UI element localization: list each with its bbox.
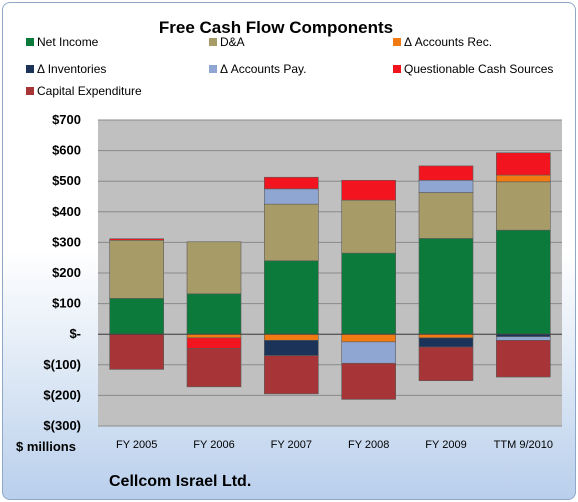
legend-swatch-accounts-pay [209, 65, 217, 73]
bar-d-a-fy-2005 [109, 239, 164, 299]
bar-net-income-fy-2008 [341, 252, 396, 335]
legend-label-capital-expenditure: Capital Expenditure [37, 84, 142, 98]
x-tick-label: FY 2007 [271, 439, 312, 451]
legend: Net Income D&A Δ Accounts Rec. Δ Inventorie… [26, 35, 553, 98]
chart-title: Free Cash Flow Components [159, 18, 393, 37]
legend-label-d-a: D&A [220, 35, 245, 49]
y-tick-label: $500 [52, 173, 81, 188]
bar-questionable-cash-sources-fy-2008 [341, 179, 396, 201]
x-tick-label: FY 2008 [348, 439, 389, 451]
bar-questionable-cash-sources-fy-2005 [109, 238, 164, 241]
bars [109, 152, 551, 400]
y-tick-label: $(100) [43, 357, 81, 372]
legend-swatch-accounts-rec [393, 38, 401, 46]
y-tick-label: $400 [52, 204, 81, 219]
legend-swatch-capital-expenditure [26, 87, 34, 95]
bar-capital-expenditure-fy-2007 [264, 355, 319, 395]
bar-accounts-rec-fy-2008 [341, 333, 396, 343]
bar-capital-expenditure-fy-2008 [341, 362, 396, 400]
y-tick-label: $200 [52, 265, 81, 280]
x-tick-label: FY 2006 [193, 439, 234, 451]
company-name: Cellcom Israel Ltd. [109, 473, 251, 490]
x-tick-label: TTM 9/2010 [494, 439, 553, 451]
y-tick-label: $300 [52, 234, 81, 249]
x-tick-label: FY 2009 [425, 439, 466, 451]
bar-d-a-ttm-9-2010 [496, 181, 551, 231]
bar-accounts-pay-fy-2009 [418, 179, 474, 193]
chart: Free Cash Flow Components Net Income D&A Δ… [16, 18, 562, 490]
bar-capital-expenditure-fy-2005 [109, 333, 164, 370]
legend-label-accounts-pay: Δ Accounts Pay. [220, 62, 307, 76]
bar-accounts-rec-fy-2007 [264, 333, 319, 341]
bar-accounts-rec-fy-2009 [418, 333, 474, 339]
legend-swatch-d-a [209, 38, 217, 46]
y-tick-label: $100 [52, 296, 81, 311]
bar-questionable-cash-sources-fy-2006 [186, 337, 242, 349]
legend-label-inventories: Δ Inventories [37, 62, 106, 76]
bar-accounts-rec-fy-2006 [186, 333, 242, 339]
bar-accounts-pay-fy-2008 [341, 341, 396, 364]
bar-capital-expenditure-ttm-9-2010 [496, 340, 551, 378]
bar-accounts-rec-ttm-9-2010 [496, 174, 551, 183]
bar-net-income-fy-2006 [186, 293, 242, 335]
bar-capital-expenditure-fy-2009 [418, 346, 474, 382]
legend-label-net-income: Net Income [37, 35, 99, 49]
bar-accounts-pay-fy-2007 [264, 188, 319, 205]
legend-swatch-net-income [26, 38, 34, 46]
bar-d-a-fy-2008 [341, 199, 396, 254]
x-axis-labels: FY 2005 FY 2006 FY 2007 FY 2008 FY 2009 TTM 9… [116, 439, 553, 451]
legend-label-accounts-rec: Δ Accounts Rec. [404, 35, 492, 49]
bar-accounts-pay-ttm-9-2010 [496, 336, 551, 341]
bar-inventories-fy-2007 [264, 340, 319, 356]
y-tick-label: $700 [52, 112, 81, 127]
y-tick-label: $600 [52, 143, 81, 158]
bar-questionable-cash-sources-fy-2007 [264, 176, 319, 190]
bar-questionable-cash-sources-fy-2009 [418, 165, 474, 181]
y-tick-label: $- [69, 326, 81, 341]
bar-d-a-fy-2007 [264, 203, 319, 262]
bar-net-income-fy-2005 [109, 298, 164, 335]
bar-capital-expenditure-fy-2006 [186, 348, 242, 388]
bar-questionable-cash-sources-ttm-9-2010 [496, 152, 551, 176]
y-tick-label: $(300) [43, 418, 81, 433]
x-tick-label: FY 2005 [116, 439, 157, 451]
bar-net-income-ttm-9-2010 [496, 229, 551, 335]
y-axis-unit-label: $ millions [16, 439, 76, 454]
y-axis-labels: $700 $600 $500 $400 $300 $200 $100 $- $(100) $(20… [43, 112, 81, 433]
legend-label-questionable-cash-sources: Questionable Cash Sources [404, 62, 553, 76]
bar-net-income-fy-2009 [418, 238, 474, 335]
y-tick-label: $(200) [43, 387, 81, 402]
legend-swatch-inventories [26, 65, 34, 73]
bar-inventories-fy-2009 [418, 337, 474, 348]
bar-d-a-fy-2006 [186, 241, 242, 295]
legend-swatch-questionable-cash-sources [393, 65, 401, 73]
bar-net-income-fy-2007 [264, 260, 319, 335]
bar-d-a-fy-2009 [418, 192, 474, 239]
